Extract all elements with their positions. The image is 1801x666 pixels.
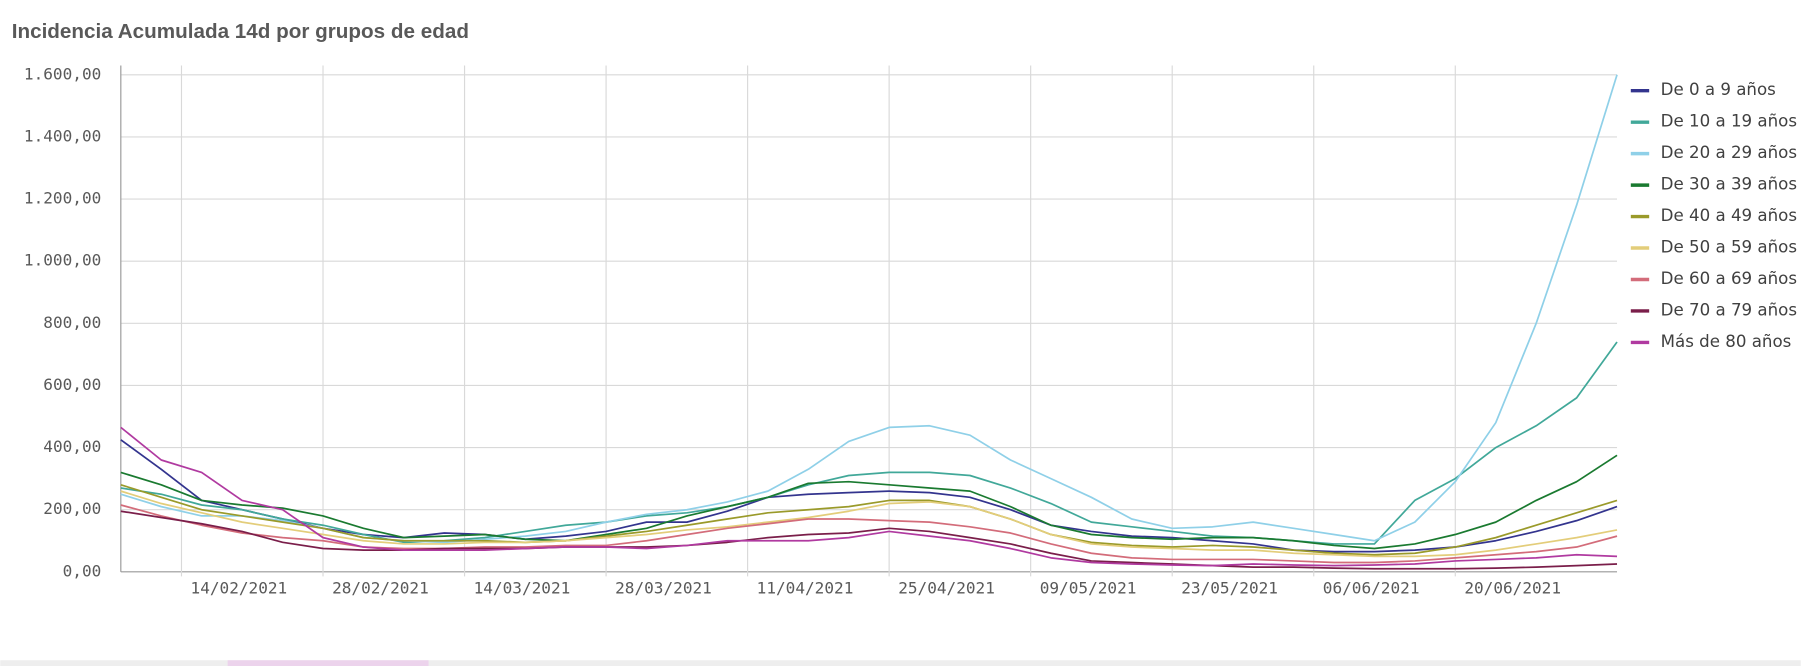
legend-label: Más de 80 años [1661,332,1792,351]
y-tick-label: 1.600,00 [24,64,101,83]
series-line [120,454,1618,550]
legend-label: De 40 a 49 años [1661,206,1797,225]
x-tick-label: 23/05/2021 [1181,579,1278,598]
y-tick-label: 600,00 [43,375,101,394]
x-tick-label: 06/06/2021 [1323,579,1420,598]
x-tick-label: 25/04/2021 [898,579,995,598]
x-tick-label: 09/05/2021 [1040,579,1137,598]
x-tick-label: 28/02/2021 [332,579,429,598]
x-tick-label: 14/03/2021 [474,579,571,598]
legend-label: De 20 a 29 años [1661,143,1797,162]
series-line [120,490,1618,558]
y-tick-label: 1.400,00 [24,126,101,145]
series-line [120,483,1618,556]
chart-title: Incidencia Acumulada 14d por grupos de e… [12,20,469,43]
x-tick-label: 20/06/2021 [1464,579,1561,598]
legend-label: De 60 a 69 años [1661,269,1797,288]
y-tick-label: 1.000,00 [24,251,101,270]
y-tick-label: 400,00 [43,437,101,456]
x-tick-label: 28/03/2021 [615,579,712,598]
x-tick-label: 14/02/2021 [191,579,288,598]
y-tick-label: 1.200,00 [24,189,101,208]
footer-bar [0,660,1801,666]
x-tick-label: 11/04/2021 [757,579,854,598]
legend-label: De 70 a 79 años [1661,300,1797,319]
series-line [120,74,1618,544]
legend-label: De 0 a 9 años [1661,80,1776,99]
legend-label: De 30 a 39 años [1661,175,1797,194]
series-line [120,510,1618,570]
legend-label: De 50 a 59 años [1661,238,1797,257]
footer-tab [227,660,429,666]
series-line [120,426,1618,567]
y-tick-label: 200,00 [43,499,101,518]
series-line [120,341,1618,545]
y-tick-label: 0,00 [63,561,102,580]
y-tick-label: 800,00 [43,313,101,332]
legend-label: De 10 a 19 años [1661,112,1797,131]
